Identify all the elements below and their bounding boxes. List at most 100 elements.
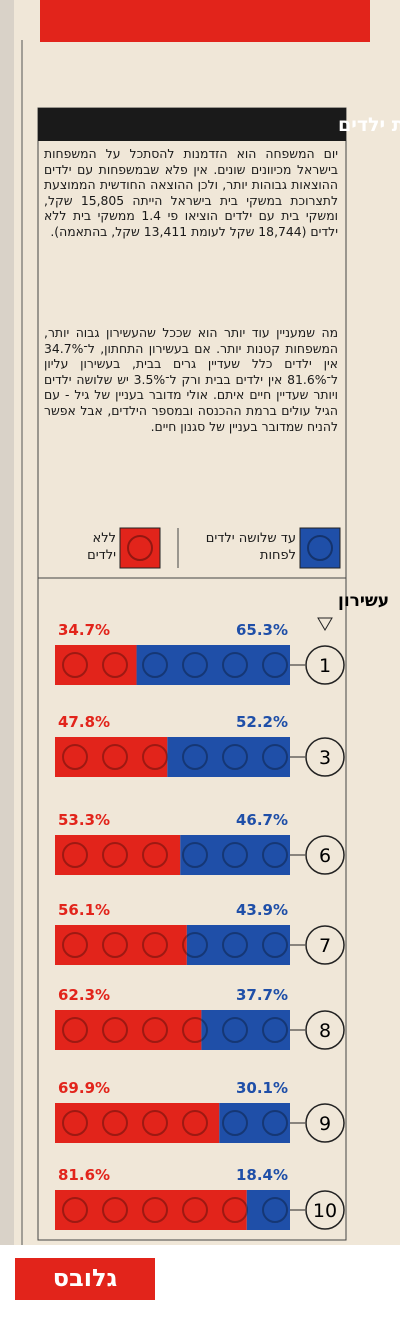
value-label: 62.3% — [58, 986, 110, 1004]
value-label: 43.9% — [236, 901, 288, 919]
bar-segment — [55, 1010, 202, 1050]
chart-title: עשירון — [338, 591, 389, 611]
stud — [307, 535, 333, 561]
stud — [262, 652, 288, 678]
logo-box — [15, 1258, 155, 1300]
stud — [222, 744, 248, 770]
arrow — [317, 617, 333, 631]
value-label: 47.8% — [58, 713, 110, 731]
stud — [222, 1197, 248, 1223]
decile-circle — [305, 645, 345, 685]
legend-swatch — [119, 527, 161, 569]
stud — [142, 1197, 168, 1223]
stud — [262, 1017, 288, 1043]
stud — [182, 1017, 208, 1043]
stud — [102, 744, 128, 770]
stud — [222, 932, 248, 958]
category-label: 9 — [319, 1113, 331, 1135]
legend-label: עד שלושה ילדים לפחות — [205, 531, 296, 563]
headline-band — [38, 108, 346, 141]
stud — [142, 842, 168, 868]
stud — [182, 842, 208, 868]
legend-swatch — [299, 527, 341, 569]
category-label: 1 — [319, 655, 331, 677]
bar-segment — [55, 835, 181, 875]
bar-segment — [55, 925, 187, 965]
value-label: 52.2% — [236, 713, 288, 731]
stud — [222, 1017, 248, 1043]
value-label: 30.1% — [236, 1079, 288, 1097]
bar-segment — [167, 737, 290, 777]
decile-circle — [305, 835, 345, 875]
category-label: 10 — [313, 1200, 337, 1222]
value-label: 18.4% — [236, 1166, 288, 1184]
stud — [102, 932, 128, 958]
value-label: 53.3% — [58, 811, 110, 829]
stud — [62, 1197, 88, 1223]
logo: גלובס — [53, 1264, 118, 1292]
bar-segment — [186, 925, 290, 965]
category-label: 8 — [319, 1020, 331, 1042]
stud — [142, 744, 168, 770]
stud — [102, 1197, 128, 1223]
bar-segment — [55, 1103, 220, 1143]
value-label: 81.6% — [58, 1166, 110, 1184]
stud — [262, 842, 288, 868]
stud — [102, 1110, 128, 1136]
stud — [222, 842, 248, 868]
stud — [222, 1110, 248, 1136]
paragraph: מה שמעניין עוד יותר הוא שככל שהעשירון גב… — [44, 325, 338, 434]
stud — [182, 1110, 208, 1136]
stud — [262, 932, 288, 958]
headline: לעשירים יש פחות ילדים — [338, 114, 400, 136]
bar-segment — [180, 835, 290, 875]
stud — [102, 652, 128, 678]
bar-segment — [201, 1010, 290, 1050]
value-label: 69.9% — [58, 1079, 110, 1097]
stud — [262, 744, 288, 770]
decile-circle — [305, 1190, 345, 1230]
stud — [262, 1197, 288, 1223]
stud — [142, 1110, 168, 1136]
category-label: 3 — [319, 747, 331, 769]
bar-segment — [246, 1190, 290, 1230]
stud — [62, 744, 88, 770]
paragraph: יום המשפחה הוא הזדמנות להסתכל על המשפחות… — [44, 146, 339, 239]
stud — [142, 1017, 168, 1043]
stud — [182, 744, 208, 770]
stud — [62, 842, 88, 868]
stud — [62, 1110, 88, 1136]
bar-segment — [55, 737, 168, 777]
bar-segment — [219, 1103, 290, 1143]
masthead-band — [40, 0, 370, 42]
stud — [142, 652, 168, 678]
decile-circle — [305, 1103, 345, 1143]
bar-segment — [55, 1190, 247, 1230]
decile-circle — [305, 737, 345, 777]
torn-edge — [0, 0, 14, 1245]
value-label: 46.7% — [236, 811, 288, 829]
stud — [127, 535, 153, 561]
value-label: 37.7% — [236, 986, 288, 1004]
stud — [182, 1197, 208, 1223]
legend-label: ללא ילדים — [87, 531, 116, 563]
stud — [102, 1017, 128, 1043]
stud — [182, 652, 208, 678]
stud — [142, 932, 168, 958]
stud — [62, 932, 88, 958]
stud — [102, 842, 128, 868]
value-label: 34.7% — [58, 621, 110, 639]
stud — [62, 1017, 88, 1043]
value-label: 56.1% — [58, 901, 110, 919]
category-label: 7 — [319, 935, 331, 957]
decile-circle — [305, 1010, 345, 1050]
stud — [182, 932, 208, 958]
stud — [62, 652, 88, 678]
category-label: 6 — [319, 845, 331, 867]
value-label: 65.3% — [236, 621, 288, 639]
bar-segment — [55, 645, 137, 685]
bar-segment — [136, 645, 290, 685]
stud — [222, 652, 248, 678]
